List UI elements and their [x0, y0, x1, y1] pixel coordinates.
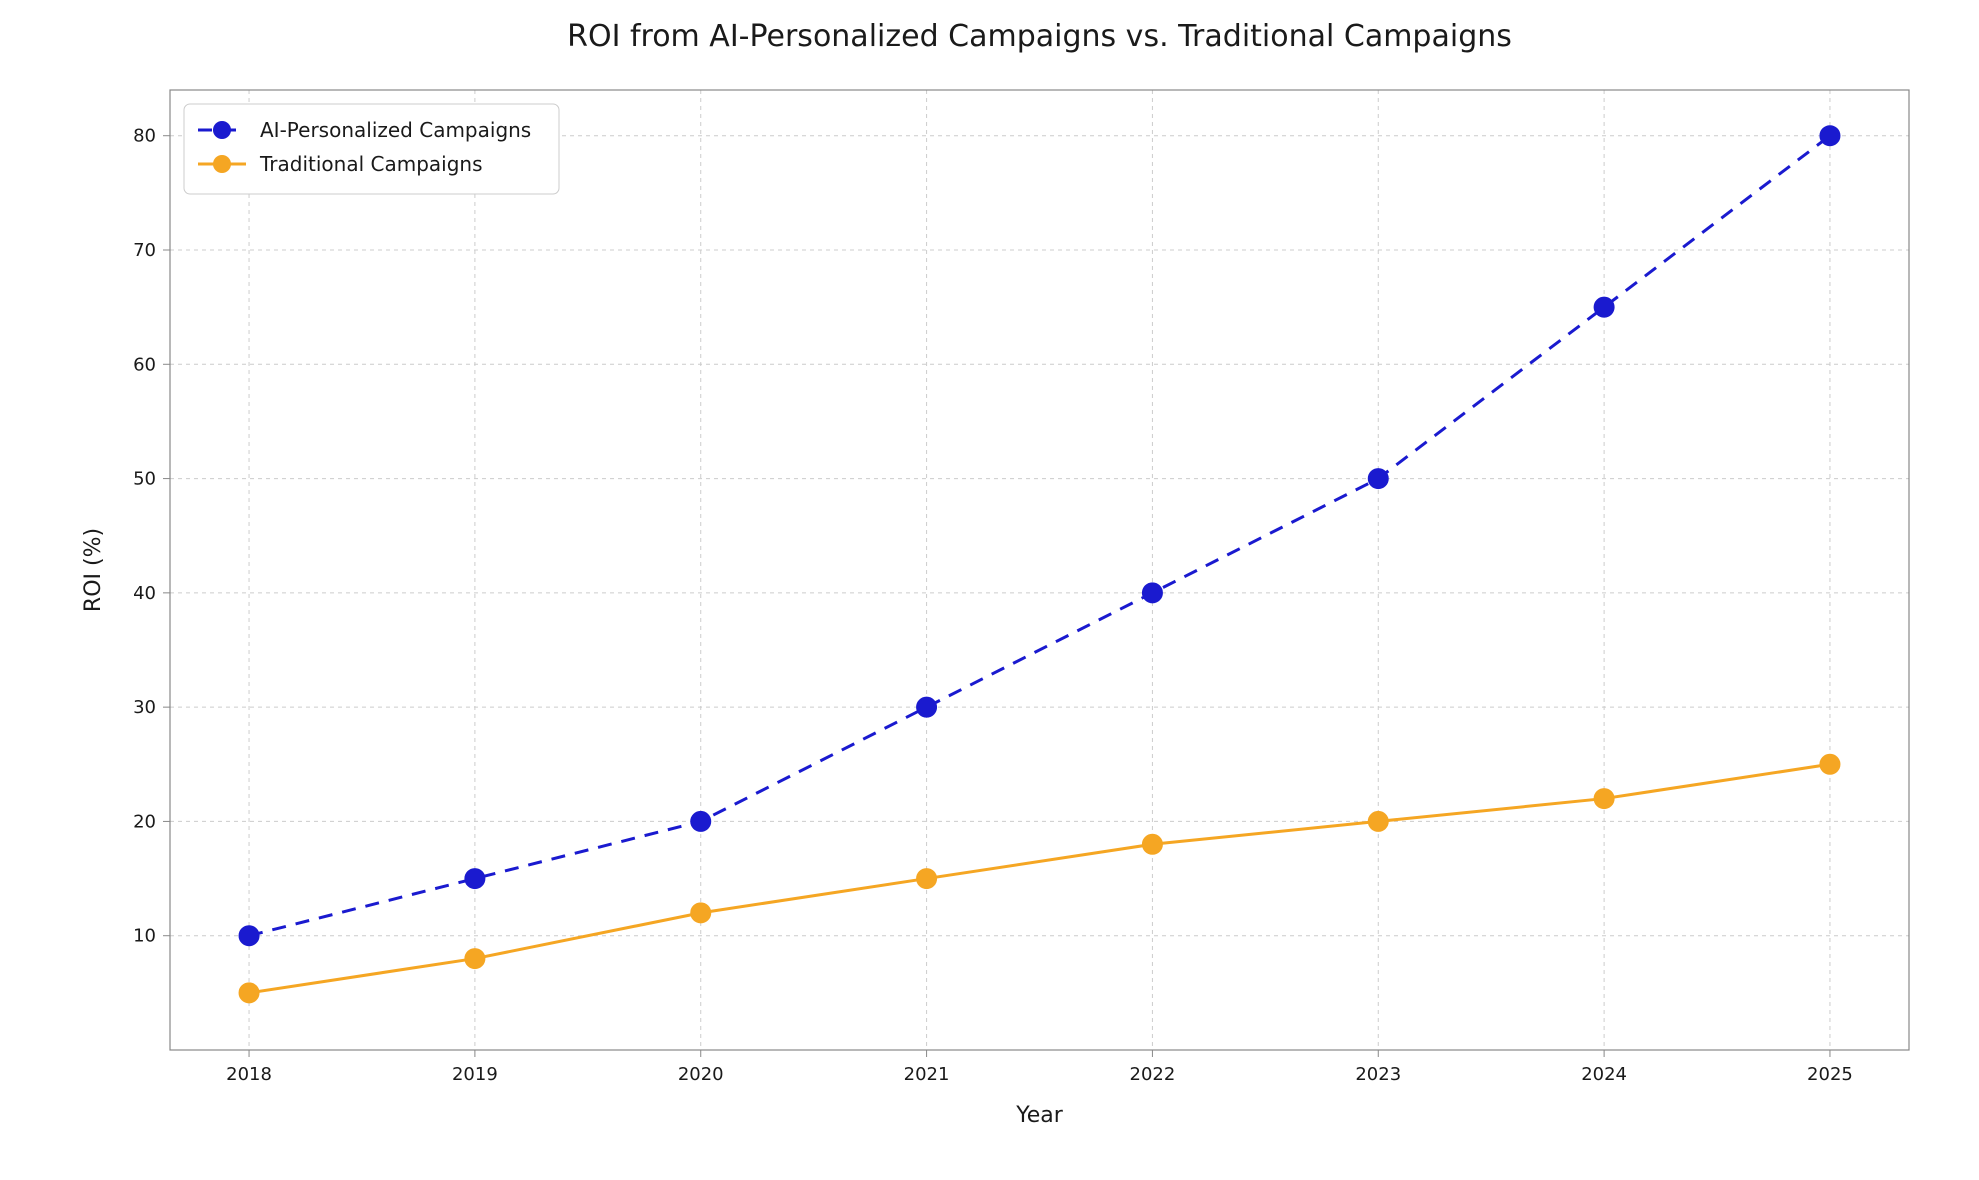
y-tick-label: 30 — [133, 697, 156, 718]
series-marker — [239, 926, 259, 946]
spines — [163, 90, 1909, 1057]
y-tick-label: 40 — [133, 583, 156, 604]
y-axis-label: ROI (%) — [81, 528, 106, 612]
x-tick-label: 2025 — [1807, 1064, 1853, 1085]
series-marker — [1820, 754, 1840, 774]
series-line — [249, 764, 1830, 993]
legend-label: Traditional Campaigns — [259, 152, 483, 176]
series-marker — [1594, 789, 1614, 809]
series-marker — [917, 697, 937, 717]
legend: AI-Personalized Campaigns Traditional Cam… — [184, 104, 559, 194]
chart-title: ROI from AI-Personalized Campaigns vs. T… — [567, 19, 1512, 54]
grid — [170, 90, 1909, 1050]
x-tick-label: 2024 — [1581, 1064, 1627, 1085]
series-marker — [465, 949, 485, 969]
x-tick-label: 2019 — [452, 1064, 498, 1085]
series-0 — [239, 126, 1840, 946]
series-marker — [1594, 297, 1614, 317]
y-tick-label: 80 — [133, 126, 156, 147]
series-marker — [917, 869, 937, 889]
y-tick-label: 60 — [133, 354, 156, 375]
series-marker — [691, 811, 711, 831]
series-line — [249, 136, 1830, 936]
chart-container: ROI from AI-Personalized Campaigns vs. T… — [0, 0, 1979, 1180]
series-marker — [1142, 834, 1162, 854]
x-tick-label: 2018 — [226, 1064, 272, 1085]
x-tick-label: 2022 — [1130, 1064, 1176, 1085]
legend-marker-icon — [213, 155, 231, 173]
y-tick-label: 50 — [133, 469, 156, 490]
x-axis-label: Year — [1015, 1103, 1064, 1128]
legend-marker-icon — [213, 121, 231, 139]
y-tick-label: 20 — [133, 811, 156, 832]
series-marker — [239, 983, 259, 1003]
y-tick-label: 10 — [133, 926, 156, 947]
series-marker — [1142, 583, 1162, 603]
series-marker — [465, 869, 485, 889]
series-marker — [1368, 469, 1388, 489]
chart-svg: ROI from AI-Personalized Campaigns vs. T… — [0, 0, 1979, 1180]
x-tick-label: 2023 — [1355, 1064, 1401, 1085]
series-marker — [1368, 811, 1388, 831]
series-marker — [1820, 126, 1840, 146]
y-tick-label: 70 — [133, 240, 156, 261]
legend-label: AI-Personalized Campaigns — [260, 118, 531, 142]
series-marker — [691, 903, 711, 923]
x-tick-label: 2021 — [904, 1064, 950, 1085]
x-tick-label: 2020 — [678, 1064, 724, 1085]
